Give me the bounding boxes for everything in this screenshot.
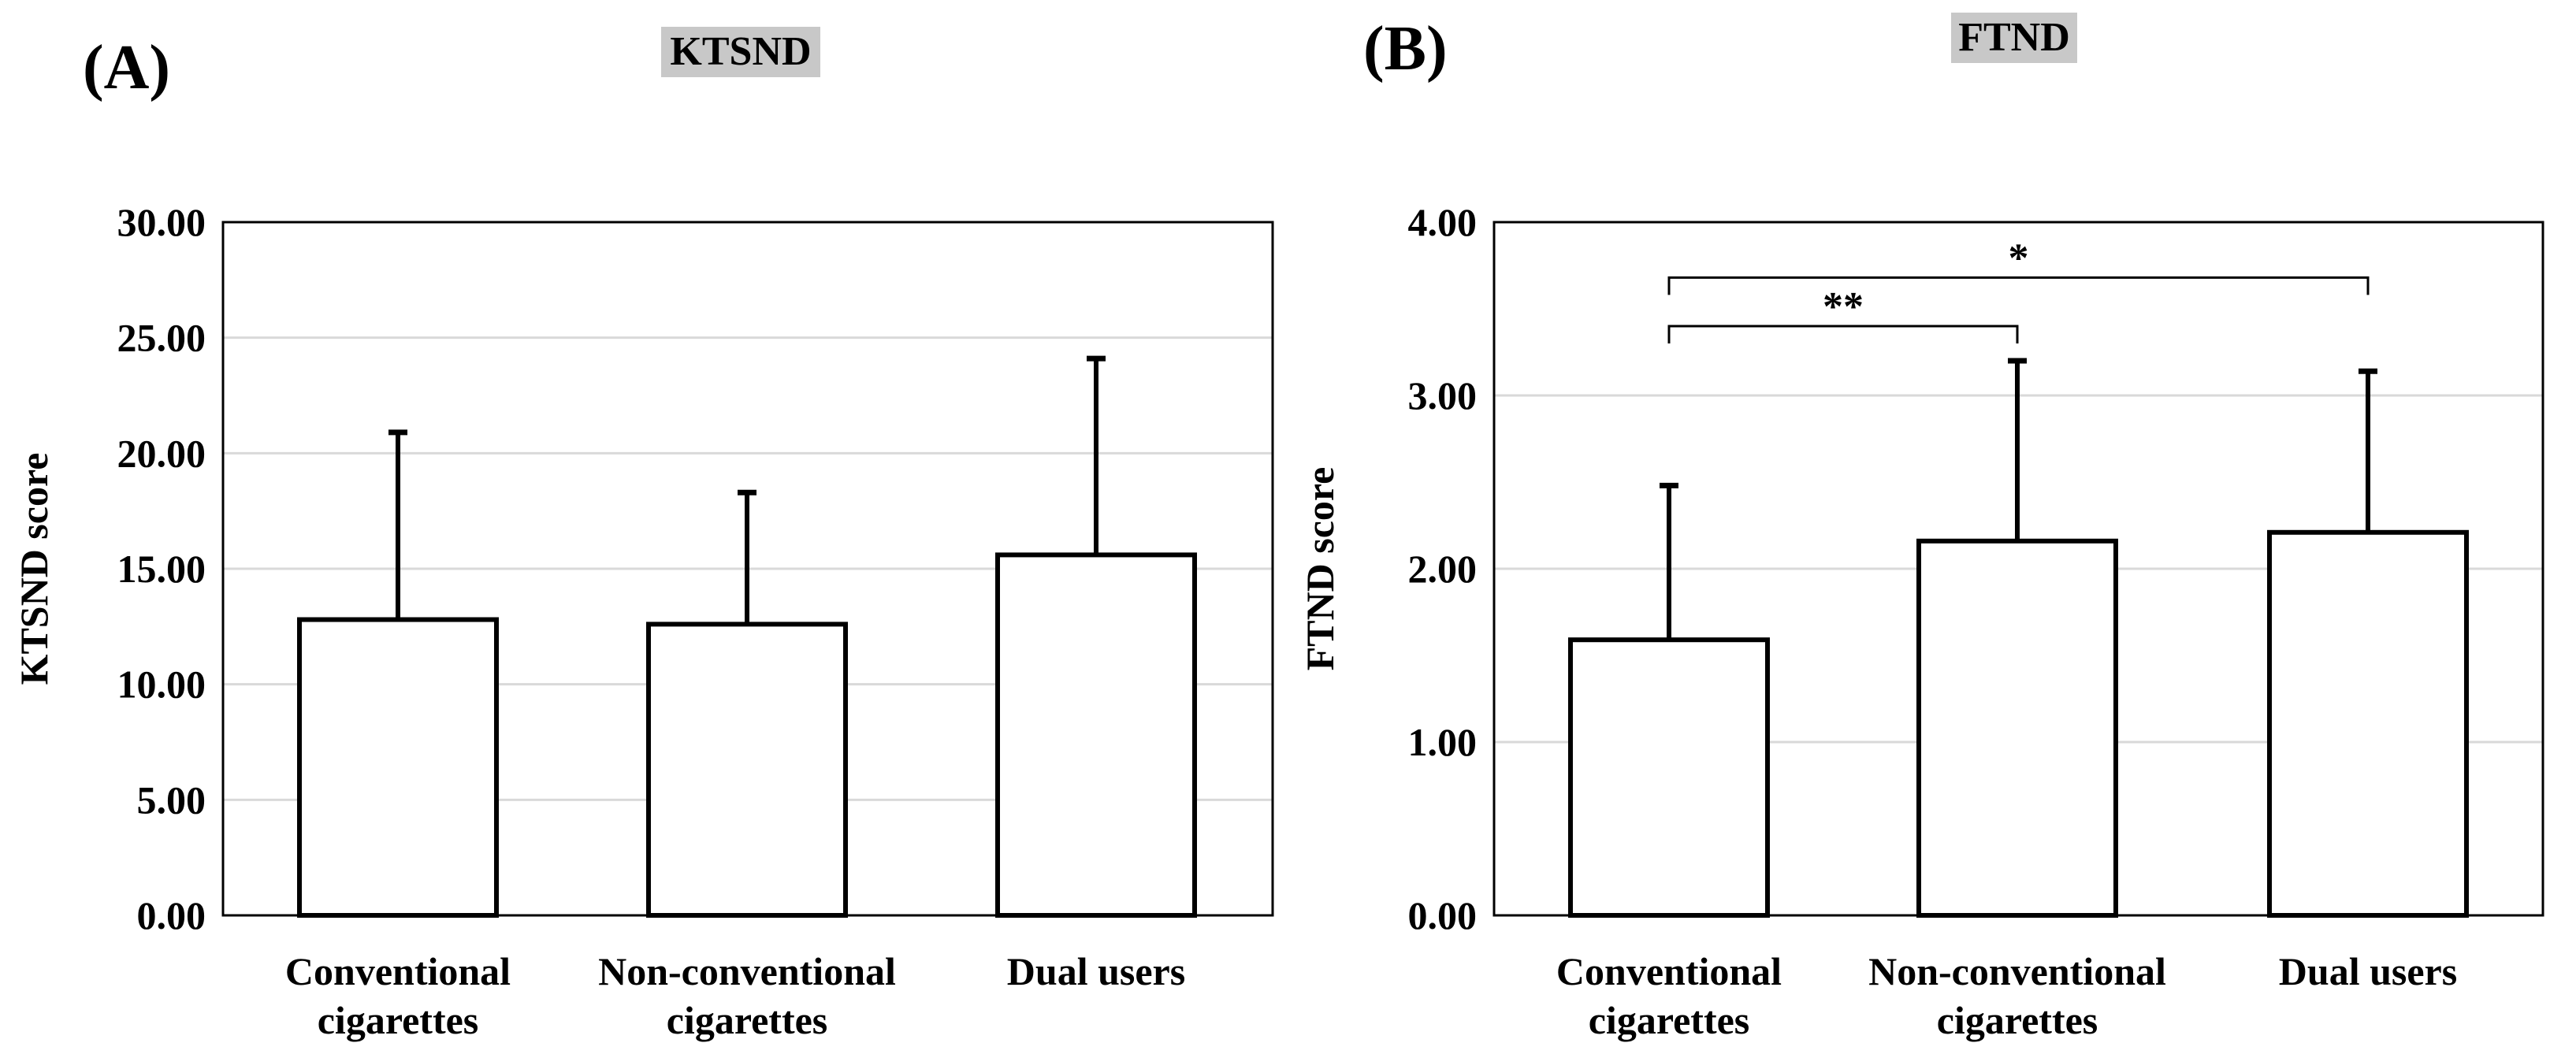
x-category-label: Dual users [2279,949,2457,993]
chart-title-highlight [661,27,820,77]
panel-label: (B) [1363,14,1448,84]
y-tick-label: 1.00 [1408,720,1478,764]
x-category-label: Dual users [1007,949,1185,993]
x-category-label: cigarettes [1589,998,1750,1042]
chart-panel-a: (A) KTSND 0.00 5.00 10.00 15.00 20.00 25.00 30.0… [12,27,1274,1042]
y-tick-label: 5.00 [137,778,206,822]
x-category-label: cigarettes [318,998,479,1042]
bar [1916,538,2118,918]
bar [297,617,499,918]
y-axis-label: FTND score [1298,467,1342,671]
significance-bracket [1667,325,2019,343]
y-axis-label: KTSND score [12,453,56,685]
bar [995,552,1197,919]
bar [646,622,848,919]
chart-panel-b: (B) FTND 0.00 1.00 2.00 3.00 4.00 FTND score Con… [1298,13,2544,1042]
significance-bracket [1667,276,2370,295]
y-tick-label: 0.00 [1408,893,1478,937]
y-tick-label: 10.00 [117,662,206,707]
panel-label: (A) [83,33,170,102]
x-category-label: cigarettes [667,998,828,1042]
significance-label: * [2009,236,2029,280]
x-category-label: Non-conventional [598,949,896,993]
x-category-label: Conventional [285,949,511,993]
x-category-label: cigarettes [1937,998,2098,1042]
y-tick-label: 0.00 [137,893,206,937]
y-tick-label: 3.00 [1408,373,1478,418]
y-tick-label: 15.00 [117,547,206,591]
significance-label: ** [1823,284,1864,329]
y-tick-label: 2.00 [1408,547,1478,591]
bar [1568,637,1770,918]
x-category-label: Conventional [1556,949,1782,993]
y-tick-label: 25.00 [117,316,206,360]
bar [2267,529,2469,918]
y-tick-label: 4.00 [1408,200,1478,244]
chart-title: KTSND [670,29,811,74]
chart-title: FTND [1958,15,2070,60]
x-category-label: Non-conventional [1868,949,2166,993]
chart-title-highlight [1951,13,2077,63]
y-tick-label: 30.00 [117,200,206,244]
y-tick-label: 20.00 [117,431,206,475]
